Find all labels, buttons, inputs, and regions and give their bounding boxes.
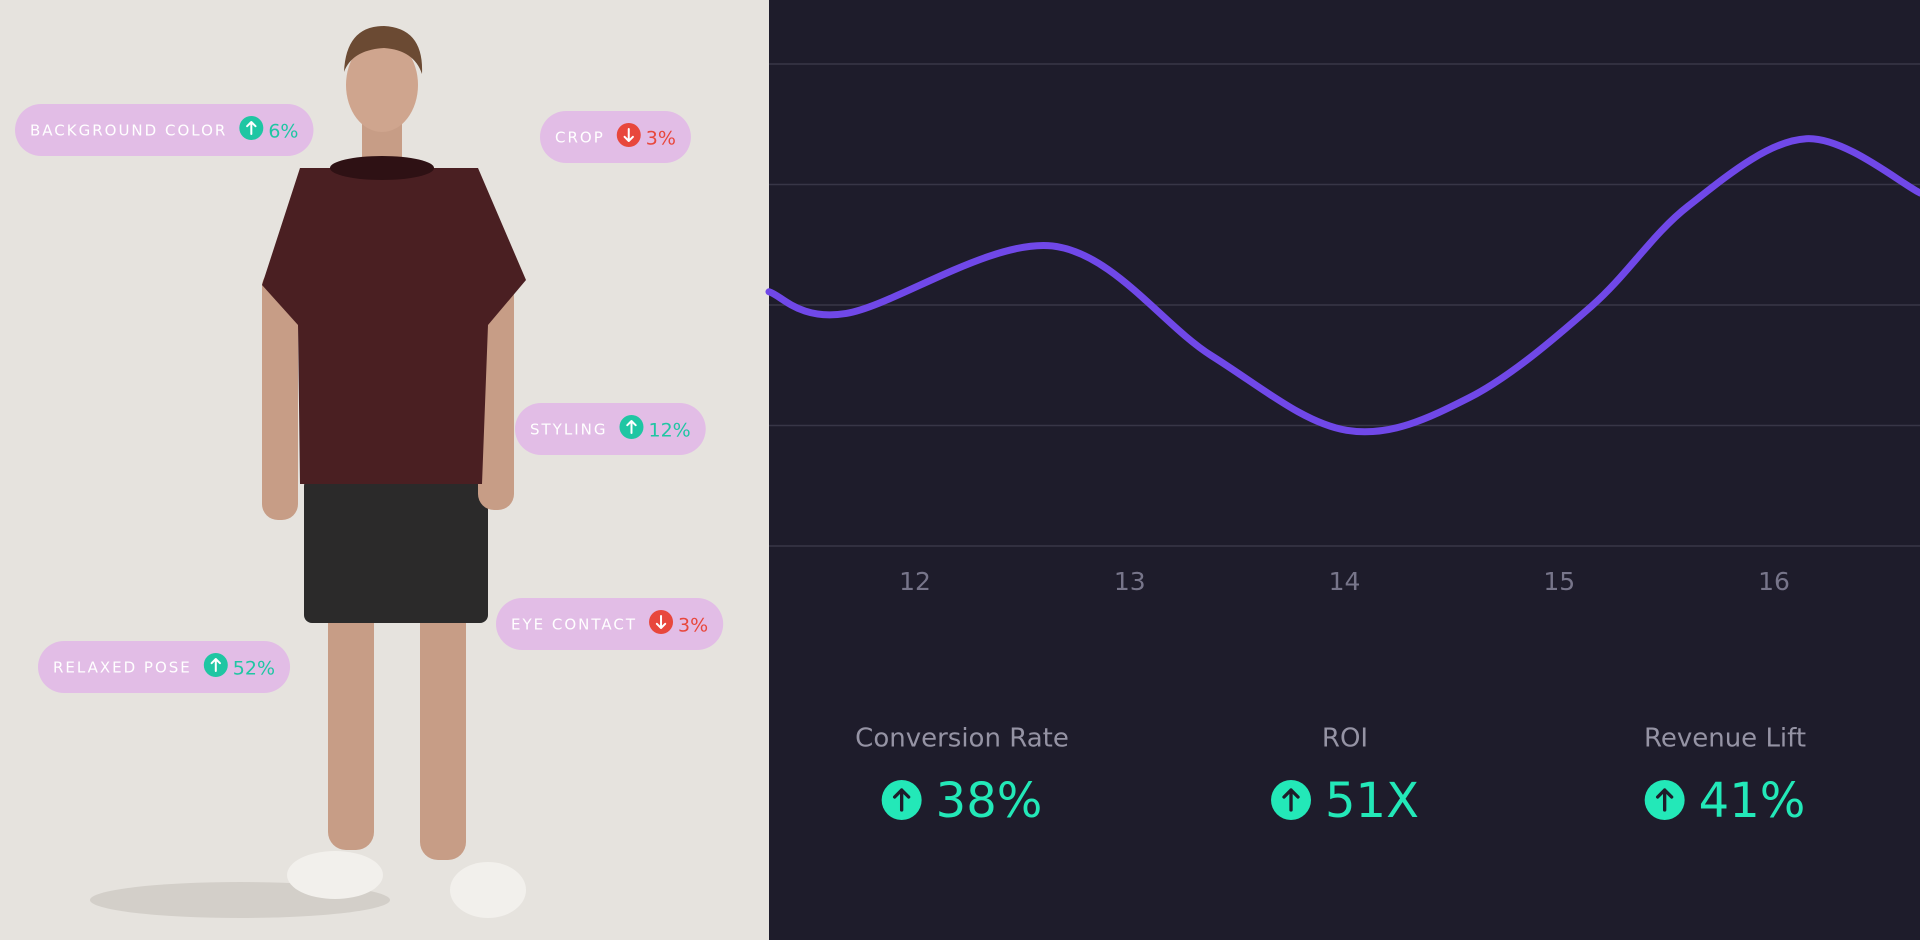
metric-label: Revenue Lift <box>1644 724 1806 754</box>
tag-label: CROP <box>555 129 605 147</box>
x-tick-label: 12 <box>899 567 931 596</box>
tag-value: 3% <box>646 128 676 150</box>
line-series <box>765 135 1920 436</box>
tag-pill <box>540 111 691 163</box>
arrow-glyph <box>210 658 221 672</box>
x-tick-label: 14 <box>1329 567 1361 596</box>
tag: RELAXED POSE 52% <box>38 641 291 693</box>
tag-pill <box>15 104 314 156</box>
arrow-glyph <box>892 788 911 812</box>
tag: EYE CONTACT 3% <box>496 598 724 650</box>
metric-value: 51X <box>1325 773 1419 829</box>
model-figure <box>90 26 526 918</box>
metric-value: 41% <box>1699 773 1806 829</box>
tag-value: 12% <box>648 420 690 442</box>
arrow-glyph <box>246 121 257 135</box>
metric: Revenue Lift 41% <box>1644 724 1806 830</box>
tag-label: STYLING <box>530 421 607 439</box>
metrics: Conversion Rate 38% ROI 51X Revenue Lift 41% <box>855 724 1806 830</box>
tag-label: RELAXED POSE <box>53 659 192 677</box>
tags: BACKGROUND COLOR 6% CROP 3% STYLING 12% EYE CO… <box>15 104 724 693</box>
tag: STYLING 12% <box>515 403 706 455</box>
tag: BACKGROUND COLOR 6% <box>15 104 314 156</box>
arrow-glyph <box>626 420 637 434</box>
tag-value: 6% <box>268 121 298 143</box>
x-tick-label: 13 <box>1114 567 1146 596</box>
line-chart: 12 13 14 15 16 <box>765 63 1920 596</box>
tag-value: 52% <box>233 658 275 680</box>
tag-pill <box>496 598 724 650</box>
x-tick-label: 16 <box>1758 567 1790 596</box>
tag-pill <box>515 403 706 455</box>
x-tick-label: 15 <box>1543 567 1575 596</box>
tag: CROP 3% <box>540 111 691 163</box>
metric: ROI 51X <box>1271 724 1419 829</box>
arrow-glyph <box>1655 788 1674 812</box>
metric-value: 38% <box>936 773 1043 829</box>
metric-label: ROI <box>1322 724 1368 754</box>
tag-label: EYE CONTACT <box>511 616 637 634</box>
arrow-glyph <box>655 615 667 629</box>
arrow-glyph <box>623 128 634 142</box>
arrow-glyph <box>1282 788 1300 812</box>
metric-label: Conversion Rate <box>855 724 1069 754</box>
tag-value: 3% <box>678 615 708 637</box>
tag-label: BACKGROUND COLOR <box>30 122 227 140</box>
chart-panel <box>769 0 1920 940</box>
metric: Conversion Rate 38% <box>855 724 1069 830</box>
tag-pill <box>38 641 291 693</box>
